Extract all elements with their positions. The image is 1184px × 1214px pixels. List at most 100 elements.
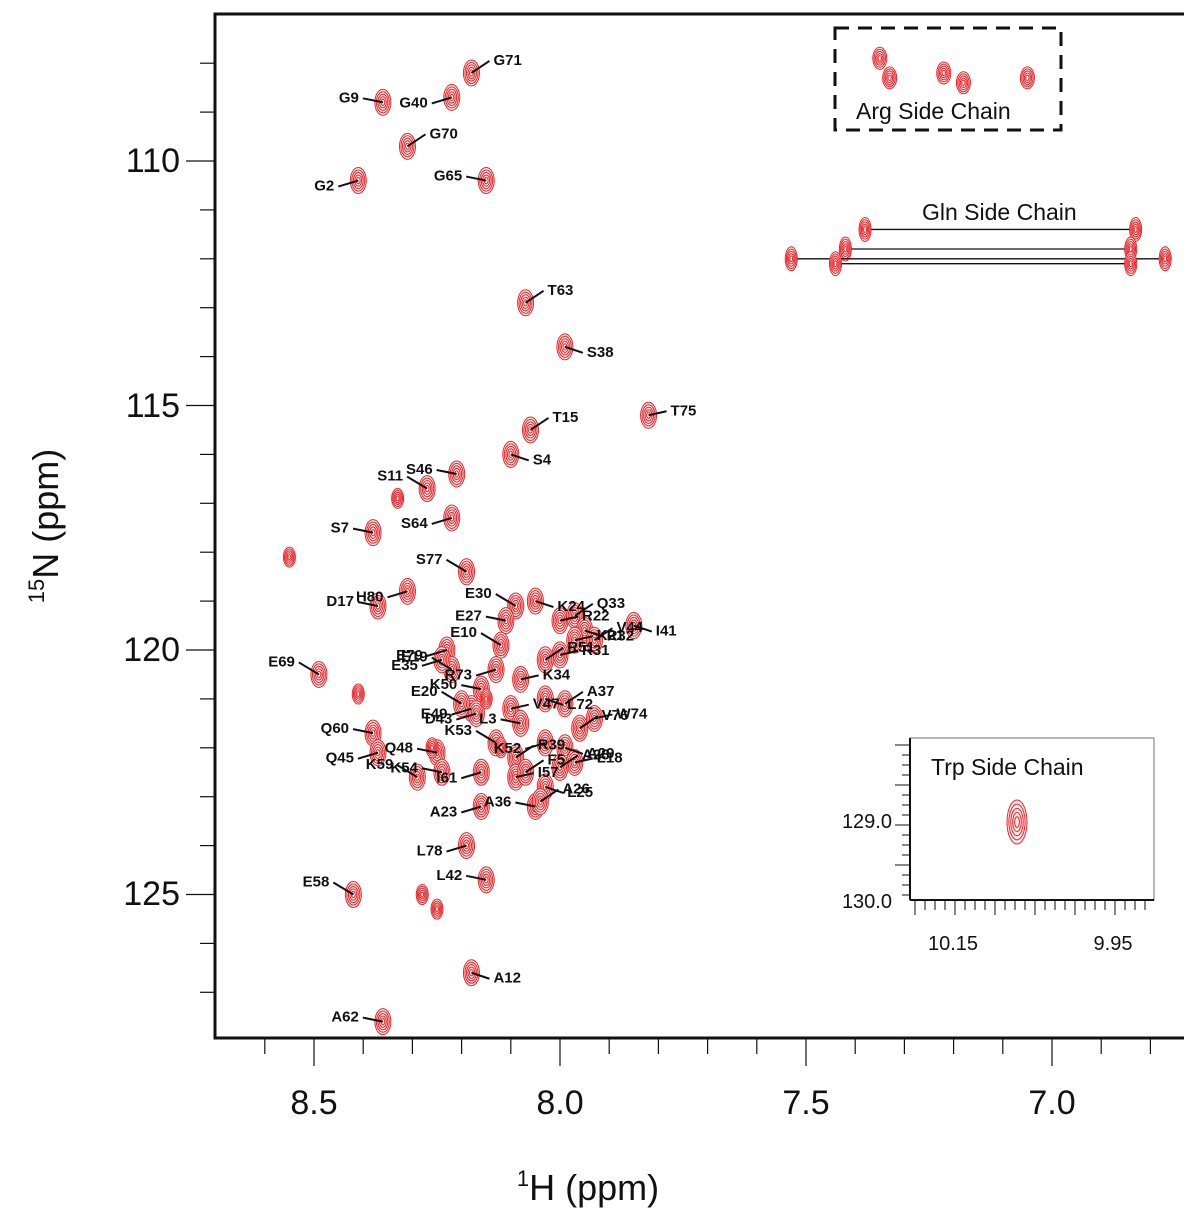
peak-contour — [843, 245, 848, 253]
label-leader-line — [564, 690, 584, 705]
peak-contour — [537, 797, 543, 806]
peak-contour — [1132, 223, 1139, 236]
label-leader-line — [470, 60, 490, 74]
peak-contour — [521, 296, 530, 309]
peak-contour — [454, 692, 469, 715]
peak-contour — [375, 91, 390, 114]
peak-contour — [533, 790, 548, 813]
peak-contour — [1124, 251, 1138, 277]
arg-peak — [882, 66, 898, 90]
x-tick-label: 8.0 — [536, 1084, 583, 1122]
peak-label: A62 — [331, 1009, 359, 1026]
peak-contour — [1162, 253, 1169, 265]
y-axis-title-main: N (ppm) — [25, 449, 66, 579]
arg-side-chain-label: Arg Side Chain — [856, 98, 1011, 124]
peak-contour — [641, 404, 656, 427]
peak-label: A12 — [493, 970, 521, 987]
label-leader-line — [337, 179, 359, 188]
peak-contour — [592, 636, 597, 644]
label-leader-line — [441, 690, 463, 705]
y-tick-label: 110 — [126, 142, 180, 180]
peak-label: R73 — [445, 667, 473, 684]
label-leader-line — [515, 744, 535, 759]
peak-label: I41 — [656, 623, 677, 640]
peak-contour — [1131, 221, 1140, 238]
peak-contour — [520, 763, 532, 781]
label-leader-line — [544, 646, 564, 661]
peak-contour — [556, 761, 564, 774]
label-leader-line — [426, 649, 448, 657]
x-tick-label: 7.0 — [1028, 1084, 1075, 1122]
peak-label: G40 — [399, 94, 427, 111]
peak-contour — [526, 423, 535, 437]
peak-contour — [941, 69, 946, 77]
peak-contour — [475, 797, 487, 816]
inset-y-tick-label: 129.0 — [842, 811, 892, 833]
peak-contour — [474, 761, 489, 784]
peak-contour — [559, 739, 571, 757]
label-leader-line — [584, 629, 603, 638]
y-tick-label: 120 — [123, 631, 180, 669]
label-leader-line — [500, 718, 521, 725]
label-leader-line — [298, 661, 320, 676]
unlabeled-peak — [282, 546, 296, 568]
peak-contour — [959, 77, 967, 88]
peak-contour — [416, 885, 428, 904]
peak-contour — [479, 169, 494, 192]
peak-label: V47 — [533, 696, 560, 713]
peak-contour — [873, 48, 886, 68]
label-leader-line — [466, 175, 487, 182]
peak-label: F5 — [548, 751, 566, 768]
peak-contour — [784, 246, 798, 272]
peak-label: V76 — [602, 707, 629, 724]
peak-contour — [462, 565, 471, 578]
label-leader-line — [456, 712, 477, 721]
label-leader-line — [564, 345, 584, 354]
peak-label: G65 — [434, 168, 462, 185]
peak-contour — [1127, 258, 1134, 270]
peak-contour — [957, 73, 970, 93]
peak-label: T75 — [671, 402, 697, 419]
peak-contour — [858, 216, 872, 242]
peak-contour — [370, 594, 385, 618]
peak-label: K53 — [445, 722, 473, 739]
peak-contour — [394, 493, 401, 504]
peak-contour — [520, 294, 532, 312]
peak-contour — [459, 834, 474, 857]
peak-contour — [518, 291, 533, 314]
peak-contour — [841, 241, 850, 257]
peaks-layer — [282, 59, 658, 1036]
arg-side-chain-box — [833, 26, 1063, 132]
arg-peak — [872, 46, 888, 70]
peak-contour — [833, 260, 838, 268]
y-axis-title: 15N (ppm) — [24, 449, 66, 604]
peak-contour — [842, 243, 849, 255]
peak-label: Q45 — [326, 750, 354, 767]
peak-contour — [352, 172, 364, 190]
peak-contour — [427, 741, 437, 755]
peak-contour — [831, 255, 840, 272]
peak-label: D43 — [425, 711, 453, 728]
peak-contour — [479, 868, 494, 891]
label-leader-line — [431, 96, 453, 105]
peak-contour — [467, 966, 476, 979]
peak-contour — [882, 66, 898, 90]
peak-label: R51 — [567, 639, 595, 656]
peak-contour — [285, 550, 294, 564]
peak-contour — [499, 744, 503, 751]
peak-label: G2 — [314, 178, 334, 195]
label-leader-line — [515, 772, 534, 779]
peak-label: E58 — [303, 874, 330, 891]
peak-contour — [469, 702, 484, 725]
peak-contour — [628, 616, 640, 635]
peak-contour — [402, 582, 413, 600]
label-leader-line — [352, 728, 374, 735]
peak-contour — [554, 646, 566, 664]
trp-inset-title: Trp Side Chain — [931, 754, 1084, 780]
peak-contour — [787, 250, 796, 267]
peak-contour — [569, 631, 581, 649]
peak-contour — [1130, 219, 1142, 240]
label-leader-line — [594, 713, 613, 720]
peak-label: S77 — [416, 551, 443, 568]
label-leader-line — [648, 410, 667, 417]
